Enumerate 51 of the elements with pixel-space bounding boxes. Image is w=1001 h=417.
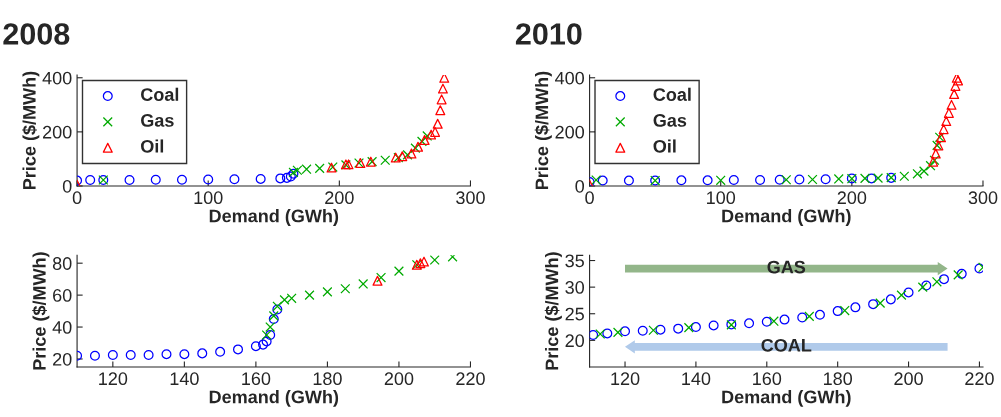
legend-label: Oil xyxy=(141,139,164,153)
y-tick-label: 35 xyxy=(565,254,584,268)
legend-label: Gas xyxy=(141,114,174,127)
y-tick-label: 200 xyxy=(43,125,72,139)
chart-title: 2008 xyxy=(3,23,70,45)
x-tick-label: 0 xyxy=(585,191,594,205)
legend-label: Coal xyxy=(653,87,691,101)
x-tick-label: 180 xyxy=(823,372,853,386)
annotation: COAL xyxy=(761,338,812,352)
x-tick-label: 140 xyxy=(170,372,199,386)
y-axis-title: Price ($/MWh) xyxy=(534,71,552,189)
y-tick-label: 20 xyxy=(53,352,72,366)
legend-label: Gas xyxy=(653,114,687,127)
x-tick-label: 160 xyxy=(242,372,271,386)
x-axis-title: Demand (GWh) xyxy=(209,390,339,407)
y-tick-label: 20 xyxy=(565,334,585,348)
y-tick-label: 80 xyxy=(52,257,72,270)
x-tick-label: 300 xyxy=(456,191,485,205)
x-tick-label: 200 xyxy=(837,191,867,205)
x-axis-title: Demand (GWh) xyxy=(722,390,851,407)
x-tick-label: 200 xyxy=(384,372,414,386)
x-tick-label: 0 xyxy=(72,191,82,205)
y-tick-label: 40 xyxy=(52,320,72,334)
x-tick-label: 200 xyxy=(325,191,354,205)
legend-label: Oil xyxy=(653,139,676,153)
x-axis-title: Demand (GWh) xyxy=(722,209,851,226)
y-tick-label: 60 xyxy=(53,289,72,302)
y-tick-label: 0 xyxy=(62,179,72,193)
chart-title: 2010 xyxy=(515,23,582,45)
x-tick-label: 100 xyxy=(707,191,736,205)
x-tick-label: 220 xyxy=(965,372,994,386)
y-tick-label: 30 xyxy=(565,281,585,294)
x-axis-title: Demand (GWh) xyxy=(209,209,339,226)
y-tick-label: 25 xyxy=(565,307,584,321)
x-tick-label: 120 xyxy=(611,372,640,386)
x-tick-label: 140 xyxy=(682,372,711,386)
x-tick-label: 100 xyxy=(194,191,223,205)
x-tick-label: 180 xyxy=(313,372,342,386)
y-tick-label: 400 xyxy=(42,71,72,85)
x-tick-label: 160 xyxy=(753,372,782,386)
y-tick-label: 400 xyxy=(555,71,585,85)
y-tick-label: 0 xyxy=(575,179,585,193)
legend-label: Coal xyxy=(141,87,179,101)
x-tick-label: 220 xyxy=(456,372,485,386)
y-axis-title: Price ($/MWh) xyxy=(32,252,50,370)
x-tick-label: 200 xyxy=(894,372,923,386)
x-tick-label: 120 xyxy=(99,372,128,386)
y-axis-title: Price ($/MWh) xyxy=(22,71,40,189)
y-axis-title: Price ($/MWh) xyxy=(544,252,562,370)
y-tick-label: 200 xyxy=(555,125,585,139)
x-tick-label: 300 xyxy=(968,191,998,205)
